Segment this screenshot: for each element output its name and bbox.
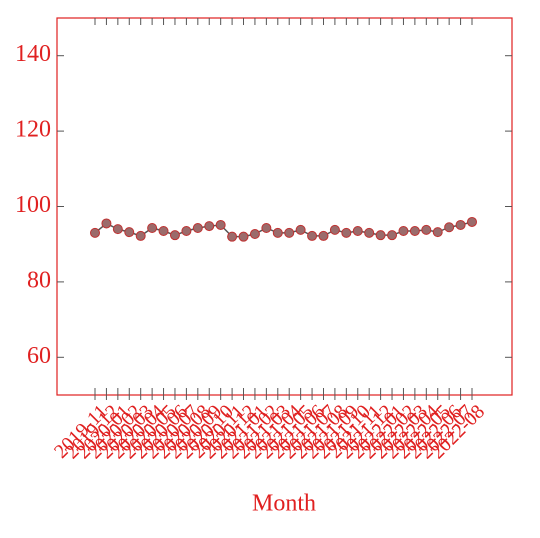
series-line <box>94 221 473 238</box>
data-point <box>112 224 123 235</box>
data-point <box>444 222 455 233</box>
data-point <box>375 230 386 241</box>
data-point <box>181 226 192 237</box>
data-point <box>158 226 169 237</box>
data-point <box>215 219 226 230</box>
data-point <box>398 226 409 237</box>
y-tick-label: 60 <box>27 343 51 369</box>
data-point <box>409 226 420 237</box>
x-axis-label: Month <box>252 491 316 517</box>
data-point <box>169 230 180 241</box>
data-point <box>101 218 112 229</box>
y-tick-label: 80 <box>27 267 51 293</box>
data-point <box>90 227 100 238</box>
y-tick-label: 140 <box>15 41 51 67</box>
data-point <box>227 231 238 242</box>
plot-frame <box>56 17 513 396</box>
data-point <box>387 230 398 241</box>
data-point <box>352 226 363 237</box>
data-point <box>272 227 283 238</box>
data-point <box>318 230 329 241</box>
data-point <box>432 227 443 238</box>
data-point <box>284 227 295 238</box>
data-point <box>249 229 260 240</box>
data-point <box>329 224 340 235</box>
data-point <box>307 230 318 241</box>
data-point <box>295 224 306 235</box>
y-tick-label: 100 <box>15 192 51 218</box>
data-point <box>467 216 477 227</box>
data-point <box>124 227 135 238</box>
data-point <box>192 222 203 233</box>
data-point <box>455 219 466 230</box>
data-point <box>147 222 158 233</box>
data-point <box>135 230 146 241</box>
y-tick-label: 120 <box>15 117 51 143</box>
data-point <box>421 224 432 235</box>
data-point <box>261 222 272 233</box>
data-point <box>364 227 375 238</box>
data-point <box>238 231 249 242</box>
data-point <box>204 221 215 232</box>
data-point <box>341 227 352 238</box>
